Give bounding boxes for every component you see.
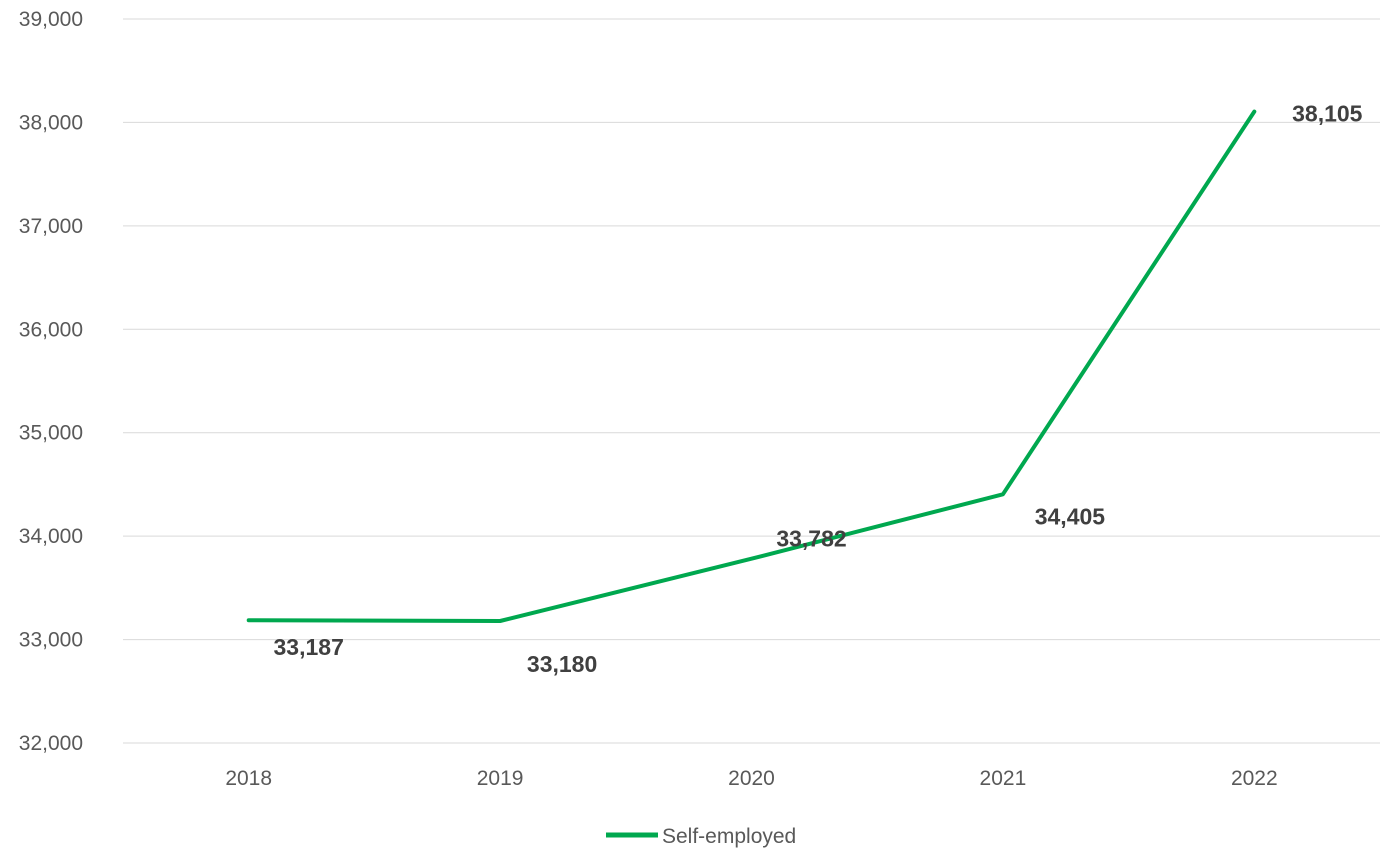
data-labels: 33,187 33,180 33,782 34,405 38,105	[274, 101, 1363, 677]
y-tick-label: 39,000	[19, 8, 83, 31]
x-tick-label: 2019	[477, 767, 524, 790]
y-tick-label: 34,000	[19, 525, 83, 548]
y-tick-label: 36,000	[19, 318, 83, 341]
data-label: 33,782	[776, 526, 846, 552]
x-tick-label: 2022	[1231, 767, 1278, 790]
data-label: 33,180	[527, 651, 597, 677]
y-tick-label: 35,000	[19, 422, 83, 445]
series-line-self-employed	[246, 109, 1257, 623]
x-tick-label: 2021	[980, 767, 1027, 790]
x-tick-label: 2018	[225, 767, 272, 790]
legend-label-self-employed: Self-employed	[662, 825, 796, 848]
x-axis-ticks: 2018 2019 2020 2021 2022	[225, 767, 1277, 790]
y-tick-label: 33,000	[19, 629, 83, 652]
data-label: 34,405	[1035, 503, 1106, 529]
data-label: 33,187	[274, 634, 344, 660]
data-label: 38,105	[1292, 101, 1363, 127]
legend: Self-employed	[606, 825, 796, 848]
y-tick-label: 38,000	[19, 111, 83, 134]
series-lines	[246, 109, 1257, 623]
y-tick-label: 32,000	[19, 732, 83, 755]
gridlines	[123, 18, 1380, 744]
y-tick-label: 37,000	[19, 215, 83, 238]
y-axis-ticks: 32,000 33,000 34,000 35,000 36,000 37,000 38,0…	[19, 8, 83, 755]
x-tick-label: 2020	[728, 767, 775, 790]
